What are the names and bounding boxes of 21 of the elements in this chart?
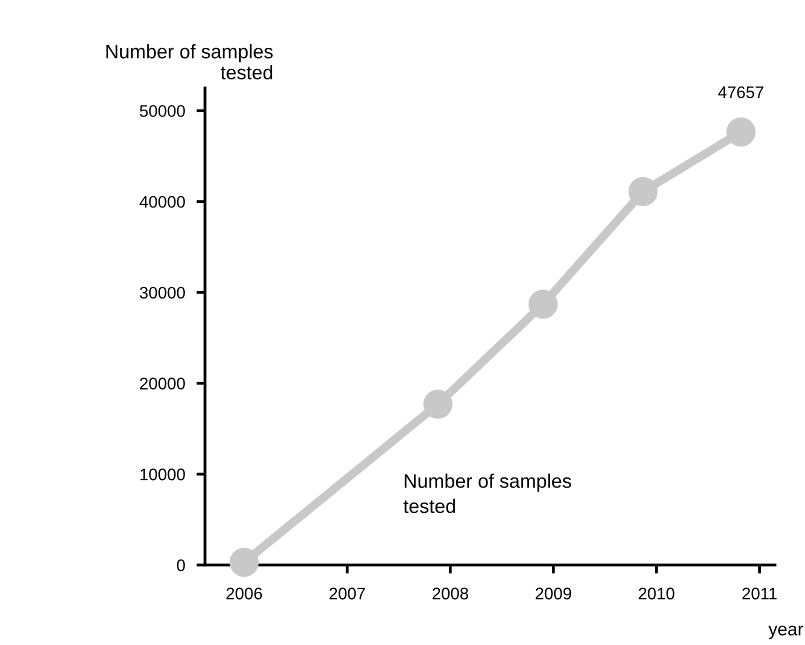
x-tick-label: 2008 — [432, 588, 468, 600]
series-label: Number of samples tested — [404, 474, 572, 514]
point — [528, 290, 558, 319]
y-tick-label: 20000 — [140, 378, 185, 390]
y-tick-label: 10000 — [140, 468, 185, 480]
x-tick-label: 2010 — [638, 588, 674, 600]
point — [423, 390, 453, 419]
y-axis-title: Number of samples tested — [106, 44, 273, 80]
point — [230, 548, 259, 577]
y-tick-label: 40000 — [140, 196, 185, 208]
x-tick-label: 2007 — [330, 588, 365, 600]
y-tick-label: 50000 — [140, 105, 185, 117]
x-tick-label: 2011 — [742, 588, 777, 600]
x-axis-title: year — [768, 626, 804, 640]
y-tick-label: 30000 — [140, 286, 185, 299]
data-label: 47657 — [718, 86, 764, 98]
y-tick-label: 0 — [176, 559, 185, 572]
x-tick-label: 2009 — [536, 588, 572, 600]
x-tick-label: 2006 — [226, 588, 262, 600]
point — [726, 117, 756, 147]
point — [628, 176, 658, 206]
